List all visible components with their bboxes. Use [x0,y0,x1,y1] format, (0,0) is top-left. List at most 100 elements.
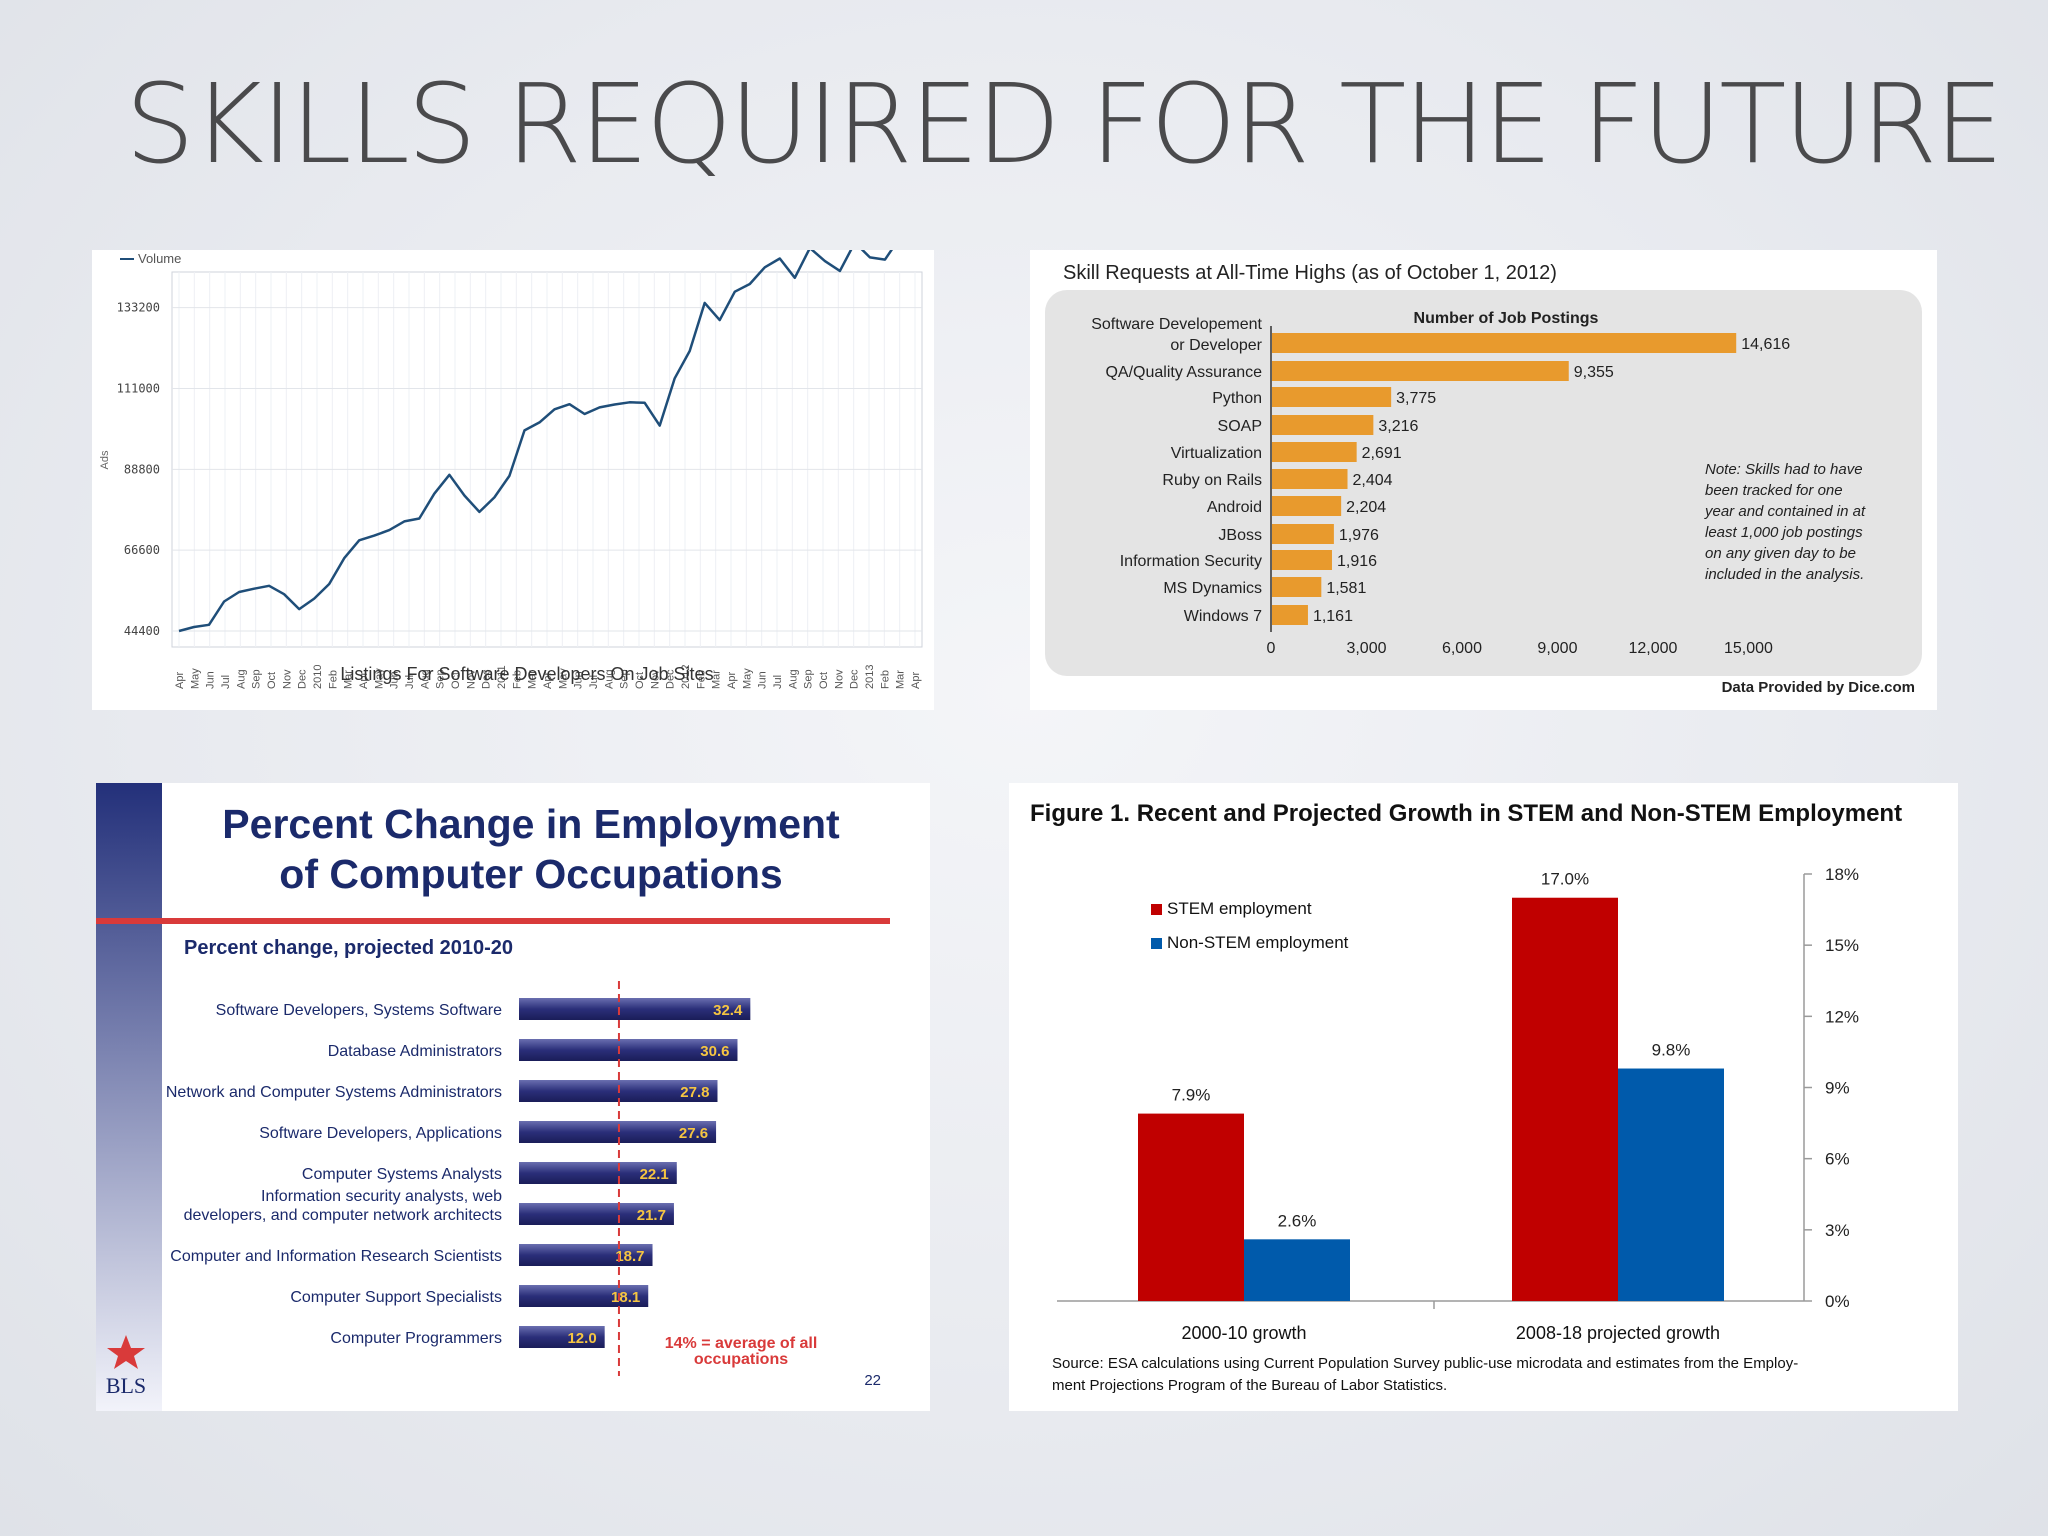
bar-value-label: 12.0 [567,1330,596,1347]
legend-label: Volume [138,251,181,266]
category-label: Software Developers, Applications [259,1125,502,1142]
bar-value-label: 9,355 [1574,364,1614,381]
x-tick-label: 2010 [312,665,324,689]
bar [519,1162,677,1184]
title-rule [96,918,890,924]
x-tick-label: Sep [435,669,447,689]
bls-logo-text: BLS [106,1373,146,1398]
category-label: Computer Support Specialists [290,1289,502,1306]
x-tick-label: Mar [343,670,355,689]
x-tick-label: Dec [849,669,861,689]
bar-value-label: 21.7 [637,1207,666,1224]
bar [1272,469,1348,489]
chart-title: of Computer Occupations [279,851,782,897]
note-text: been tracked for one [1705,482,1843,499]
x-tick-label: May [741,668,753,689]
x-tick-label: Mar [711,670,723,689]
x-tick-label: Oct [634,672,646,689]
listings-line-chart: Apr May Jun Jul Aug Sep Oct Nov Dec 2010 Feb Mar Apr… [99,250,923,689]
category-label: or Developer [1170,337,1262,354]
x-tick-label: Sep [803,669,815,689]
x-tick-label: Aug [787,669,799,689]
bar-value-label: 1,161 [1313,608,1353,625]
chart-title: Skill Requests at All-Time Highs (as of … [1063,262,1557,284]
x-tick-label: Dec [665,669,677,689]
chart-background [1045,290,1922,676]
bar-value-label: 7.9% [1172,1086,1211,1105]
x-tick-label: Jun [757,671,769,689]
y-tick-label: 44400 [124,624,160,638]
y-tick-label: 3% [1825,1221,1850,1240]
note-text: least 1,000 job postings [1705,524,1863,541]
bar [1272,605,1308,625]
bar [519,1326,605,1348]
note-text: on any given day to be [1705,545,1856,562]
legend-swatch [1151,904,1162,915]
chart-subtitle: Number of Job Postings [1414,310,1599,327]
slide-title: SKILLS REQUIRED FOR THE FUTURE [125,60,2004,188]
bar-value-label: 1,976 [1339,527,1379,544]
bar-value-label: 32.4 [713,1002,743,1019]
bar [1272,361,1569,381]
bar-value-label: 2,691 [1362,445,1402,462]
category-label: developers, and computer network archite… [184,1207,502,1224]
bar [1272,333,1737,353]
category-label: Computer and Information Research Scient… [170,1248,502,1265]
y-tick-label: 6% [1825,1150,1850,1169]
x-tick-label: 3,000 [1346,640,1386,657]
category-label: Software Developers, Systems Software [216,1002,502,1019]
chart-caption: Listings For Software Developers On Job … [340,664,713,684]
y-tick-label: 133200 [117,301,160,315]
y-tick-label: 9% [1825,1079,1850,1098]
legend-swatch [1151,938,1162,949]
volume-series-line [178,250,893,633]
bar-value-label: 22.1 [640,1166,669,1183]
reference-label: occupations [694,1351,788,1368]
bar [519,1039,738,1061]
category-label: Software Developement [1091,316,1262,333]
x-tick-label: Sep [619,669,631,689]
x-tick-label: 2012 [680,665,692,689]
x-tick-label: Feb [511,670,523,689]
x-tick-label: Nov [465,669,477,689]
legend-label: STEM employment [1167,899,1312,918]
x-tick-label: Dec [297,669,309,689]
x-tick-label: Apr [910,672,922,689]
chart-subtitle: Percent change, projected 2010-20 [184,937,513,959]
bar [519,1285,649,1307]
bar-value-label: 30.6 [700,1043,729,1060]
x-tick-label: Feb [879,670,891,689]
note-text: year and contained in at [1704,503,1866,520]
x-tick-label: Nov [649,669,661,689]
chart-title: Figure 1. Recent and Projected Growth in… [1030,800,1902,827]
x-tick-label: May [373,668,385,689]
bar-value-label: 14,616 [1741,336,1790,353]
x-tick-label: Sep [251,669,263,689]
bar-value-label: 3,775 [1396,390,1436,407]
bar [1272,524,1334,544]
note-text: included in the analysis. [1705,566,1864,583]
bar [1272,496,1342,516]
bar-value-label: 18.7 [615,1248,644,1265]
bar [519,1121,717,1143]
bar [1272,442,1357,462]
y-tick-label: 66600 [124,543,160,557]
bls-chart-panel: Percent Change in Employment of Computer … [96,783,930,1411]
bar-value-label: 17.0% [1541,870,1589,889]
x-tick-label: May [557,668,569,689]
x-tick-label: 9,000 [1537,640,1577,657]
x-tick-label: May [189,668,201,689]
y-tick-label: 111000 [117,382,160,396]
category-label: Database Administrators [328,1043,502,1060]
category-label: Virtualization [1171,445,1262,462]
stem-growth-bar-chart: Figure 1. Recent and Projected Growth in… [1030,800,1902,1394]
category-label: Computer Programmers [330,1330,502,1347]
x-tick-label: Oct [266,672,278,689]
bar [1272,577,1322,597]
bar-value-label: 27.6 [679,1125,708,1142]
listings-chart-panel: Apr May Jun Jul Aug Sep Oct Nov Dec 2010 Feb Mar Apr… [92,250,934,710]
category-label: Network and Computer Systems Administrat… [166,1084,502,1101]
x-tick-label: Mar [527,670,539,689]
x-tick-label: Jun [205,671,217,689]
